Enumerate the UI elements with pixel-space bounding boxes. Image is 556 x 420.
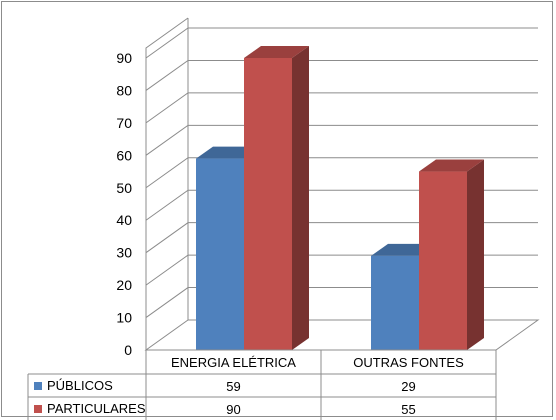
legend-label-particulares: PARTICULARES (47, 401, 146, 416)
bar-top (419, 159, 484, 172)
category-label-1: ENERGIA ELÉTRICA (171, 355, 296, 370)
legend-swatch-públicos (34, 382, 42, 390)
bar-front (419, 171, 467, 350)
legend-swatch-particulares (34, 405, 42, 413)
y-tick-label-50: 50 (116, 180, 132, 196)
y-tick-label-0: 0 (124, 342, 132, 358)
bar-front (244, 58, 292, 350)
gridline-60 (145, 124, 538, 156)
y-tick-label-90: 90 (116, 50, 132, 66)
bars (196, 46, 484, 350)
bar-side (292, 46, 309, 350)
bar-front (196, 158, 244, 350)
category-label-2: OUTRAS FONTES (353, 355, 464, 370)
legend-label-públicos: PÚBLICOS (47, 378, 113, 393)
gridline-50 (145, 157, 538, 189)
y-tick-label-60: 60 (116, 147, 132, 163)
bar-side (467, 159, 484, 350)
gridline-90 (145, 27, 538, 59)
y-tick-label-20: 20 (116, 277, 132, 293)
y-tick-label-40: 40 (116, 212, 132, 228)
y-tick-label-70: 70 (116, 115, 132, 131)
table-value-públicos-2: 29 (401, 379, 415, 394)
bar-particulares-1 (244, 46, 309, 350)
table-value-particulares-1: 90 (226, 402, 240, 417)
table-value-particulares-2: 55 (401, 402, 415, 417)
y-tick-label-10: 10 (116, 310, 132, 326)
gridline-70 (145, 92, 538, 124)
table-value-públicos-1: 59 (226, 379, 240, 394)
bar-top (244, 46, 309, 58)
data-table: ENERGIA ELÉTRICA OUTRAS FONTES PÚBLICOS 59 2… (27, 349, 497, 420)
y-axis-labels: 0 10 20 30 40 50 60 70 80 90 (116, 50, 132, 358)
y-tick-label-30: 30 (116, 245, 132, 261)
bar-particulares-2 (419, 159, 484, 350)
y-tick-label-80: 80 (116, 82, 132, 98)
bar-front (371, 255, 419, 350)
back-wall-left-edge (145, 17, 189, 350)
gridline-80 (145, 59, 538, 91)
